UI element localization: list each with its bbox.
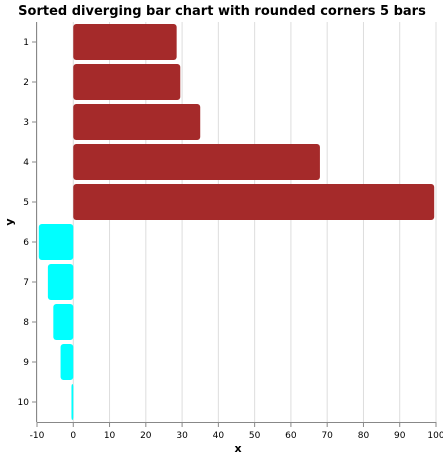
bar-2 — [73, 64, 180, 100]
x-tick-label-2: 10 — [104, 431, 116, 441]
y-tick-label-5: 5 — [23, 198, 29, 208]
chart-title: Sorted diverging bar chart with rounded … — [18, 4, 426, 19]
bar-4 — [73, 144, 320, 180]
y-axis-title: y — [3, 218, 16, 225]
x-tick-label-0: -10 — [30, 431, 45, 441]
x-tick-label-5: 40 — [213, 431, 225, 441]
bars — [39, 24, 434, 420]
y-tick-label-9: 9 — [23, 358, 29, 368]
bar-7 — [48, 264, 73, 300]
x-tick-label-9: 80 — [358, 431, 370, 441]
bar-5 — [73, 184, 434, 220]
y-tick-label-7: 7 — [23, 278, 29, 288]
x-axis-title: x — [234, 442, 241, 455]
bar-10 — [71, 384, 73, 420]
bar-9 — [61, 344, 74, 380]
y-tick-label-8: 8 — [23, 318, 29, 328]
y-tick-label-2: 2 — [23, 78, 29, 88]
y-tick-label-1: 1 — [23, 38, 29, 48]
y-tick-label-3: 3 — [23, 118, 29, 128]
x-tick-label-10: 90 — [394, 431, 406, 441]
x-tick-label-6: 50 — [249, 431, 261, 441]
x-tick-label-11: 100 — [427, 431, 443, 441]
y-tick-label-4: 4 — [23, 158, 29, 168]
x-tick-label-3: 20 — [140, 431, 152, 441]
bar-6 — [39, 224, 73, 260]
x-tick-label-1: 0 — [70, 431, 76, 441]
y-tick-label-10: 10 — [18, 398, 30, 408]
x-tick-label-7: 60 — [285, 431, 297, 441]
x-tick-label-8: 70 — [321, 431, 333, 441]
x-tick-label-4: 30 — [176, 431, 188, 441]
bar-1 — [73, 24, 176, 60]
y-tick-label-6: 6 — [23, 238, 29, 248]
bar-8 — [53, 304, 73, 340]
bar-3 — [73, 104, 200, 140]
